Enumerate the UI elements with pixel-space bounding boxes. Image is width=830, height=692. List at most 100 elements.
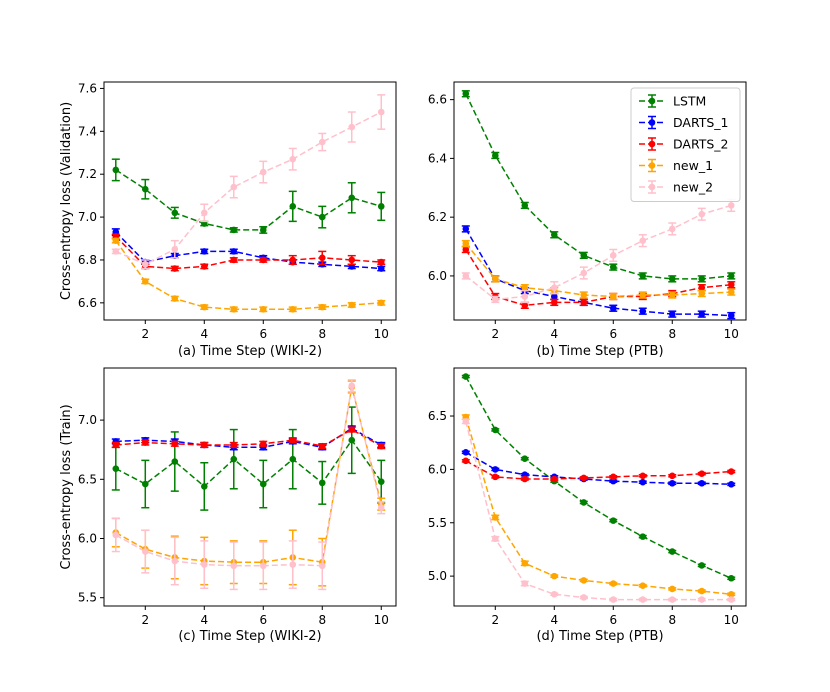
panel-b-new-2-point (698, 210, 706, 218)
panel-d-new-2-point (668, 596, 676, 603)
panel-a-darts-1-line (115, 231, 382, 270)
panel-b-new-2-point (491, 296, 499, 303)
panel-d-new-1-point (491, 514, 499, 521)
panel-b-new-1-point (639, 291, 647, 299)
panel-d-ytick-label: 6.0 (428, 462, 447, 476)
panel-d-lstm-point (639, 533, 647, 540)
panel-d-xlabel: (d) Time Step (PTB) (536, 629, 663, 644)
panel-a-xtick-label: 2 (141, 327, 149, 341)
panel-d-new-2-point (550, 590, 558, 598)
panel-a-ytick-label: 6.8 (78, 253, 97, 267)
panel-d-darts-1-point (462, 449, 470, 456)
legend-entry-new-2: new_2 (639, 180, 713, 195)
panel-c-darts-2-point (377, 442, 385, 450)
panel-a-darts-2-point (259, 256, 267, 264)
panel-b-lstm-point (639, 272, 647, 280)
panel-b-lstm-point (580, 252, 588, 259)
panel-b-new-1-point (609, 293, 617, 300)
panel-d-new-2-point (609, 596, 617, 603)
panel-d-new-2-point (491, 535, 499, 543)
panel-a: 2 4 6 8 10 6.6 6.8 7.0 7.2 7.4 7.6 (a) Time Step (… (59, 81, 397, 359)
panel-c-darts-2-point (259, 440, 267, 448)
panel-a-xtick-label: 8 (318, 327, 326, 341)
panel-c-xtick-label: 10 (374, 613, 389, 627)
panel-d-darts-2-point (462, 457, 470, 465)
panel-d-new-1-point (580, 577, 588, 584)
panel-d-xtick-label: 2 (491, 613, 499, 627)
panel-a-new-1-point (230, 305, 238, 313)
panel-c-lstm-point (348, 436, 356, 444)
panel-a-xtick-label: 4 (200, 327, 208, 341)
panel-b-darts-2-point (727, 281, 735, 289)
panel-b-xtick-label: 8 (668, 327, 676, 341)
panel-d-xtick-label: 6 (609, 613, 617, 627)
panel-c-xtick-label: 2 (141, 613, 149, 627)
panel-a-ylabel: Cross-entropy loss (Validation) (59, 102, 74, 300)
panel-c-new-2-point (171, 557, 179, 565)
legend-label: DARTS_2 (673, 137, 729, 152)
panel-a-new-2-point (112, 248, 120, 255)
panel-c-lstm-line (115, 438, 382, 488)
panel-a-ytick-label: 7.4 (78, 124, 97, 138)
panel-a-darts-2-point (289, 256, 297, 264)
panel-a-darts-1-point (230, 248, 238, 255)
panel-d-new-2-point (698, 596, 706, 603)
panel-b-darts-1-line (465, 228, 732, 317)
panel-a-new-1-point (259, 305, 267, 313)
panel-a-new-1-point (318, 303, 326, 311)
panel-c-ytick-label: 7.0 (78, 413, 97, 427)
panel-b-xtick-label: 10 (724, 327, 739, 341)
panel-b-lstm-point (521, 202, 529, 209)
panel-d-darts-2-point (639, 472, 647, 480)
panel-d-lstm-line (465, 376, 732, 579)
legend-label: new_2 (673, 180, 713, 195)
panel-a-new-2-point (230, 183, 238, 191)
panel-a-new-1-point (289, 305, 297, 313)
panel-b-lstm-point (698, 275, 706, 283)
panel-b-new-2-point (639, 237, 647, 244)
panel-b-new-2-point (609, 252, 617, 259)
panel-a-new-2-point (171, 245, 179, 253)
panel-a-darts-2-point (348, 256, 356, 264)
panel-a-lstm-point (141, 185, 149, 193)
panel-b-darts-1-point (698, 310, 706, 318)
legend-label: DARTS_1 (673, 115, 729, 130)
panel-d-new-1-point (727, 590, 735, 598)
panel-a-lstm-point (259, 226, 267, 234)
panel-d-darts-1-point (727, 481, 735, 488)
panel-b-lstm-line (465, 93, 732, 280)
panel-b-new-2-point (521, 293, 529, 300)
panel-a-ytick-label: 7.6 (78, 81, 97, 95)
panel-b-lstm-point (550, 231, 558, 239)
panel-d-series-new-2 (461, 418, 736, 603)
panel-a-new-1-point (348, 301, 356, 309)
panel-a-new-2-point (318, 138, 326, 146)
panel-d-xtick-label: 8 (668, 613, 676, 627)
panel-d-new-2-point (727, 596, 735, 603)
panel-c-lstm-point (377, 478, 385, 485)
panel-c-darts-2-point (141, 439, 149, 446)
panel-c-new-2-point (200, 561, 208, 568)
panel-b-ytick-label: 6.2 (428, 210, 447, 224)
panel-a-lstm-point (289, 203, 297, 210)
panel-a-new-2-line (115, 111, 382, 266)
legend-label: new_1 (673, 158, 713, 173)
panel-a-series-new-2 (111, 94, 386, 270)
panel-d-series-lstm (461, 373, 736, 582)
panel-d-new-1-point (668, 585, 676, 593)
panel-b: 2 4 6 8 10 6.0 6.2 6.4 6.6 (b) Time Step (PTB) (428, 81, 747, 359)
panel-a-series-lstm (111, 158, 386, 234)
panel-d-darts-1-line (465, 451, 732, 486)
panel-b-darts-1-point (668, 310, 676, 318)
panel-b-new-2-point (462, 272, 470, 280)
panel-c-lstm-point (318, 479, 326, 487)
panel-a-new-1-line (115, 240, 382, 311)
panel-c-darts-2-point (112, 441, 120, 449)
panel-d-new-1-point (639, 582, 647, 590)
panel-d-new-2-point (462, 418, 470, 425)
panel-c-lstm-point (289, 455, 297, 463)
panel-c-darts-2-point (289, 436, 297, 444)
panel-d-xtick-label: 10 (724, 613, 739, 627)
panel-c-xtick-label: 8 (318, 613, 326, 627)
panel-c-xlabel: (c) Time Step (WIKI-2) (178, 629, 321, 644)
